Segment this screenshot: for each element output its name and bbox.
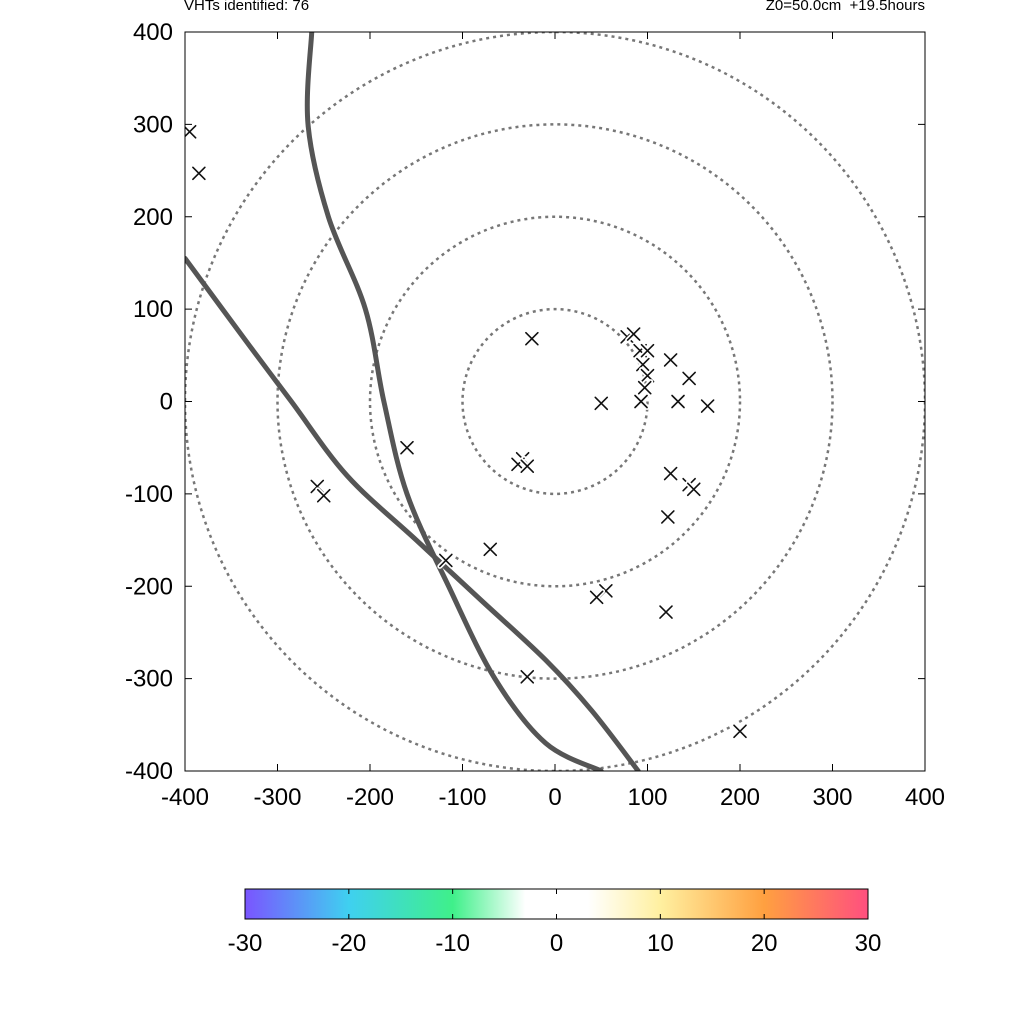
vht-marker [315,487,333,505]
vht-marker [190,164,208,182]
vht-marker [636,379,654,397]
vht-marker [685,480,703,498]
colorbar-tick-label: -20 [331,930,366,957]
colorbar-tick-label: 30 [855,930,882,957]
vht-marker [437,551,455,569]
vht-marker [523,330,541,348]
x-tick-label: -100 [438,784,486,811]
vht-marker [634,356,652,374]
vht-marker [657,603,675,621]
y-tick-label: -300 [125,666,173,693]
storm-tracks [185,32,641,771]
range-ring-300 [276,123,834,680]
vht-marker [639,342,656,360]
x-tick-label: 300 [812,784,852,811]
vht-marker [632,393,650,410]
vht-marker [592,394,610,412]
vht-marker [680,369,698,387]
x-tick-label: 400 [905,784,945,811]
y-tick-label: 100 [133,296,173,323]
colorbar-tick-label: 20 [751,930,778,957]
x-tick-label: -200 [346,784,394,811]
chart-header-left: VHTs identified: 76 [184,0,310,14]
x-tick-label: 200 [720,784,760,811]
vht-markers [185,123,749,740]
vht-marker [662,465,680,483]
vht-marker [398,439,416,457]
range-ring-200 [368,215,742,588]
vht-marker [481,540,499,558]
vht-marker [659,508,677,526]
colorbar-tick-label: -10 [435,930,470,957]
y-tick-label: 400 [133,19,173,46]
storm-track-1 [304,32,604,771]
chart-header-right: Z0=50.0cm +19.5hours [765,0,925,14]
range-ring-400 [185,32,925,771]
y-tick-label: 300 [133,111,173,138]
storm-track-2 [185,255,641,771]
vht-marker [185,123,199,141]
range-ring-100 [461,307,649,496]
y-tick-label: -200 [125,573,173,600]
x-tick-label: -400 [161,784,209,811]
colorbar-tick-label: 10 [647,930,674,957]
y-tick-label: -100 [125,481,173,508]
x-tick-label: 100 [627,784,667,811]
vht-marker [662,351,680,369]
vht-marker [518,668,536,686]
range-rings [185,32,925,771]
plot-frame [184,31,926,772]
colorbar-tick-label: 0 [550,930,563,957]
y-tick-label: 200 [133,204,173,231]
vht-marker [731,722,749,740]
x-tick-label: -300 [253,784,301,811]
y-tick-label: 0 [160,389,173,416]
x-tick-label: 0 [548,784,561,811]
y-tick-label: -400 [125,758,173,785]
vht-marker [699,397,717,415]
vht-marker [588,588,606,606]
vht-marker [625,325,643,343]
vht-marker [669,393,687,410]
colorbar: -30 -20 -10 0 10 20 30 [228,888,882,957]
axes: -400 -300 -200 -100 0 100 200 300 400 -400 -300 -20… [125,19,945,811]
colorbar-tick-label: -30 [228,930,263,957]
vht-marker [518,457,536,475]
